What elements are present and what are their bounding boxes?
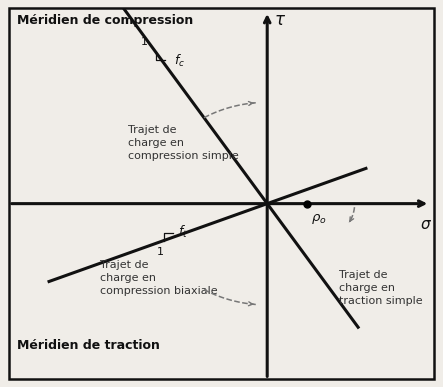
Text: Trajet de
charge en
compression biaxiale: Trajet de charge en compression biaxiale bbox=[100, 260, 218, 296]
Text: 1: 1 bbox=[140, 37, 148, 47]
Text: Méridien de compression: Méridien de compression bbox=[17, 14, 193, 27]
Text: $f_t$: $f_t$ bbox=[178, 224, 188, 240]
Text: Trajet de
charge en
traction simple: Trajet de charge en traction simple bbox=[339, 270, 422, 306]
Text: $f_c$: $f_c$ bbox=[174, 53, 185, 69]
Text: $\tau$: $\tau$ bbox=[274, 11, 287, 29]
Text: $\rho_o$: $\rho_o$ bbox=[311, 212, 326, 226]
Text: 1: 1 bbox=[156, 247, 163, 257]
Text: Trajet de
charge en
compression simple: Trajet de charge en compression simple bbox=[128, 125, 239, 161]
Text: Méridien de traction: Méridien de traction bbox=[17, 339, 159, 352]
Text: $\sigma$: $\sigma$ bbox=[420, 217, 432, 232]
